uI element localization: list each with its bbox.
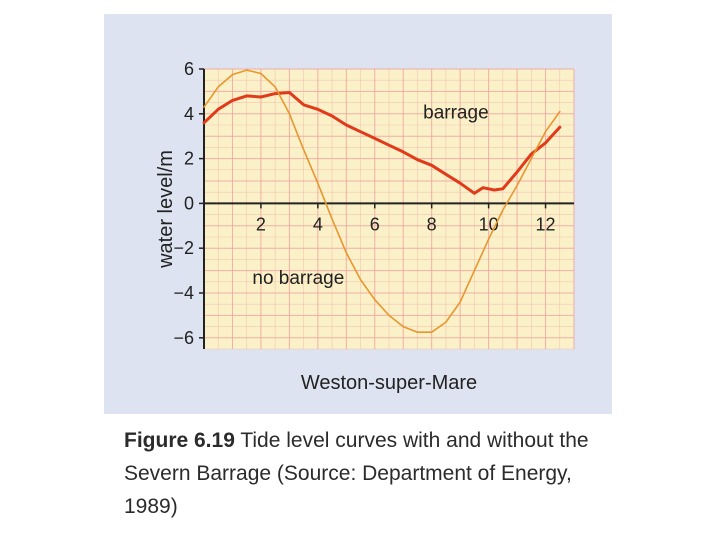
- y-tick-label: 0: [184, 193, 194, 213]
- x-axis-label: Weston-super-Mare: [301, 372, 477, 394]
- series-line-no-barrage: [203, 69, 561, 333]
- x-tick-label: 6: [370, 214, 380, 234]
- y-tick-label: 4: [184, 104, 194, 124]
- y-axis-label: water level/m: [155, 150, 177, 269]
- series-lines: [202, 69, 562, 333]
- x-tick-label: 8: [427, 214, 437, 234]
- y-tick-label: −6: [173, 328, 194, 348]
- y-tick-label: −4: [173, 283, 194, 303]
- figure-caption: Figure 6.19 Tide level curves with and w…: [104, 414, 612, 524]
- y-tick-label: −2: [173, 238, 194, 258]
- caption-figure-label: Figure 6.19: [124, 429, 235, 452]
- y-tick-labels: 6 4 2 0 −2 −4 −6: [173, 59, 194, 348]
- y-tick-label: 6: [184, 59, 194, 79]
- x-tick-label: 12: [536, 214, 556, 234]
- axes: [199, 68, 574, 349]
- series-line-barrage: [202, 91, 562, 195]
- y-tick-label: 2: [184, 149, 194, 169]
- caption-text: Tide level curves with and without the S…: [124, 429, 589, 518]
- x-tick-label: 4: [313, 214, 323, 234]
- annotation-label: barrage: [423, 102, 489, 123]
- annotation-label: no barrage: [252, 268, 344, 289]
- annotations: barrage no barrage: [252, 102, 488, 289]
- caption-paragraph: Figure 6.19 Tide level curves with and w…: [104, 414, 612, 523]
- x-tick-label: 2: [256, 214, 266, 234]
